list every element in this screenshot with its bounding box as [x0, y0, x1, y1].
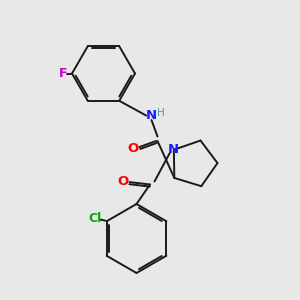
- Text: O: O: [117, 175, 129, 188]
- Text: F: F: [59, 67, 68, 80]
- Text: N: N: [146, 109, 157, 122]
- Text: N: N: [168, 143, 179, 156]
- Text: O: O: [128, 142, 139, 155]
- Text: Cl: Cl: [88, 212, 102, 225]
- Text: H: H: [157, 107, 165, 118]
